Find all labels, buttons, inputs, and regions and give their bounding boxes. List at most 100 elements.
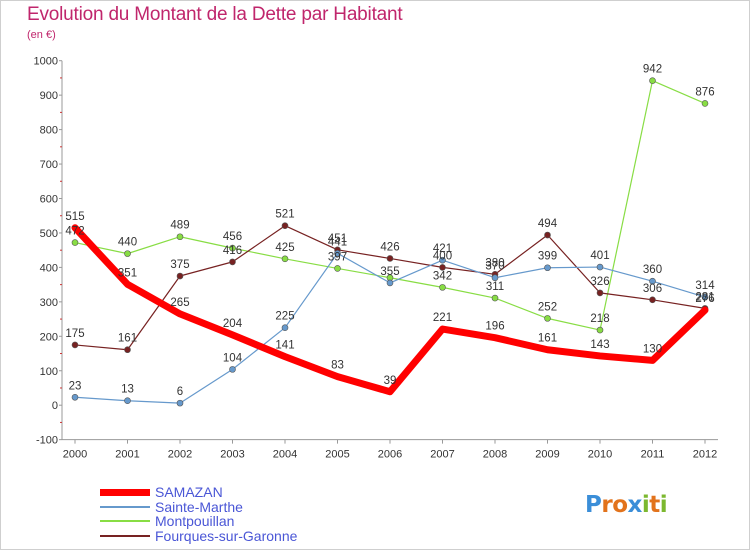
data-point [176,233,184,241]
data-label: 360 [643,264,662,276]
logo-letter: i [641,492,650,518]
data-point [491,294,499,302]
data-label: 425 [275,242,294,254]
data-label: 421 [433,243,452,255]
data-label: 221 [433,312,452,324]
data-label: 355 [380,266,399,278]
x-tick-label: 2006 [378,449,402,461]
data-label: 83 [331,360,344,372]
x-tick-label: 2005 [325,449,349,461]
data-label: 515 [65,211,84,223]
x-tick-label: 2010 [588,449,612,461]
proxiti-logo: Proxiti [585,492,668,518]
data-point [176,272,184,280]
data-label: 426 [380,241,399,253]
data-label: 440 [118,237,137,249]
data-label: 161 [538,333,557,345]
y-tick-label: 800 [40,125,58,137]
logo-letter: r [601,492,613,518]
data-label: 252 [538,301,557,313]
data-label: 314 [695,280,715,292]
series-line-samazan [71,224,709,396]
data-label: 39 [384,375,397,387]
data-point [596,326,604,334]
data-label: 306 [643,283,662,295]
data-label: 104 [223,352,243,364]
y-tick-label: 1000 [34,56,58,68]
data-label: 196 [485,321,504,333]
data-point [176,399,184,407]
y-tick-label: 700 [40,159,58,171]
legend-swatch [100,505,150,508]
y-tick-label: 0 [52,400,58,412]
data-label: 161 [118,333,137,345]
data-point [544,231,551,239]
data-label: 456 [223,231,242,243]
data-point [281,255,289,263]
logo-letter: i [659,492,668,518]
data-label: 370 [485,261,504,273]
data-label: 276 [695,293,714,305]
data-point [229,244,236,252]
y-tick-label: 600 [40,194,58,206]
x-tick-label: 2002 [168,449,192,461]
data-label: 489 [170,220,189,232]
data-point [334,265,341,272]
y-tick-label: 400 [40,262,58,274]
data-point [281,324,289,331]
data-point [439,284,446,291]
data-point [229,366,236,373]
data-point [386,255,394,262]
data-point [491,274,499,282]
legend-label: Montpouillan [155,513,235,529]
series-line-montpouillan [74,80,706,331]
data-label: 225 [275,311,294,323]
y-tick-label: 300 [40,297,58,309]
data-label: 13 [121,384,134,396]
x-tick-label: 2007 [430,449,454,461]
y-tick-label: 500 [40,228,58,240]
data-label: 143 [590,339,609,351]
x-tick-label: 2004 [273,449,297,461]
x-tick-label: 2011 [641,449,665,461]
data-label: 281 [695,291,714,303]
data-point [439,256,446,264]
data-label: 494 [538,218,558,230]
x-tick-label: 2009 [535,449,559,461]
logo-letter: P [585,492,602,518]
logo-letter: t [649,492,660,518]
data-point [439,264,446,271]
data-point [701,293,709,301]
legend-label: SAMAZAN [155,484,223,500]
chart-unit-label: (en €) [27,29,56,41]
data-point [71,341,79,349]
data-label: 521 [275,209,294,221]
data-point [334,249,341,257]
legend-label: Fourques-sur-Garonne [155,527,298,544]
data-point [596,263,604,271]
data-label: 311 [486,281,504,293]
data-label: 401 [590,250,609,262]
data-label: 441 [328,236,347,248]
y-tick-label: 100 [40,366,58,378]
data-label: 326 [590,276,609,288]
y-tick-label: -100 [36,435,58,447]
data-point [544,264,551,272]
legend-swatch [100,534,150,537]
data-label: 218 [590,313,609,325]
data-label: 380 [485,257,504,269]
data-point [124,346,131,354]
data-label: 472 [65,226,84,238]
data-label: 375 [170,259,189,271]
chart-title: Evolution du Montant de la Dette par Hab… [27,4,403,25]
data-point [649,77,656,84]
data-point [124,250,131,257]
data-label: 397 [328,251,347,263]
data-point [649,277,656,285]
data-label: 265 [170,297,189,309]
logo-letter: o [612,492,628,518]
data-label: 141 [275,340,294,352]
data-label: 130 [643,343,662,355]
data-label: 416 [223,245,242,257]
